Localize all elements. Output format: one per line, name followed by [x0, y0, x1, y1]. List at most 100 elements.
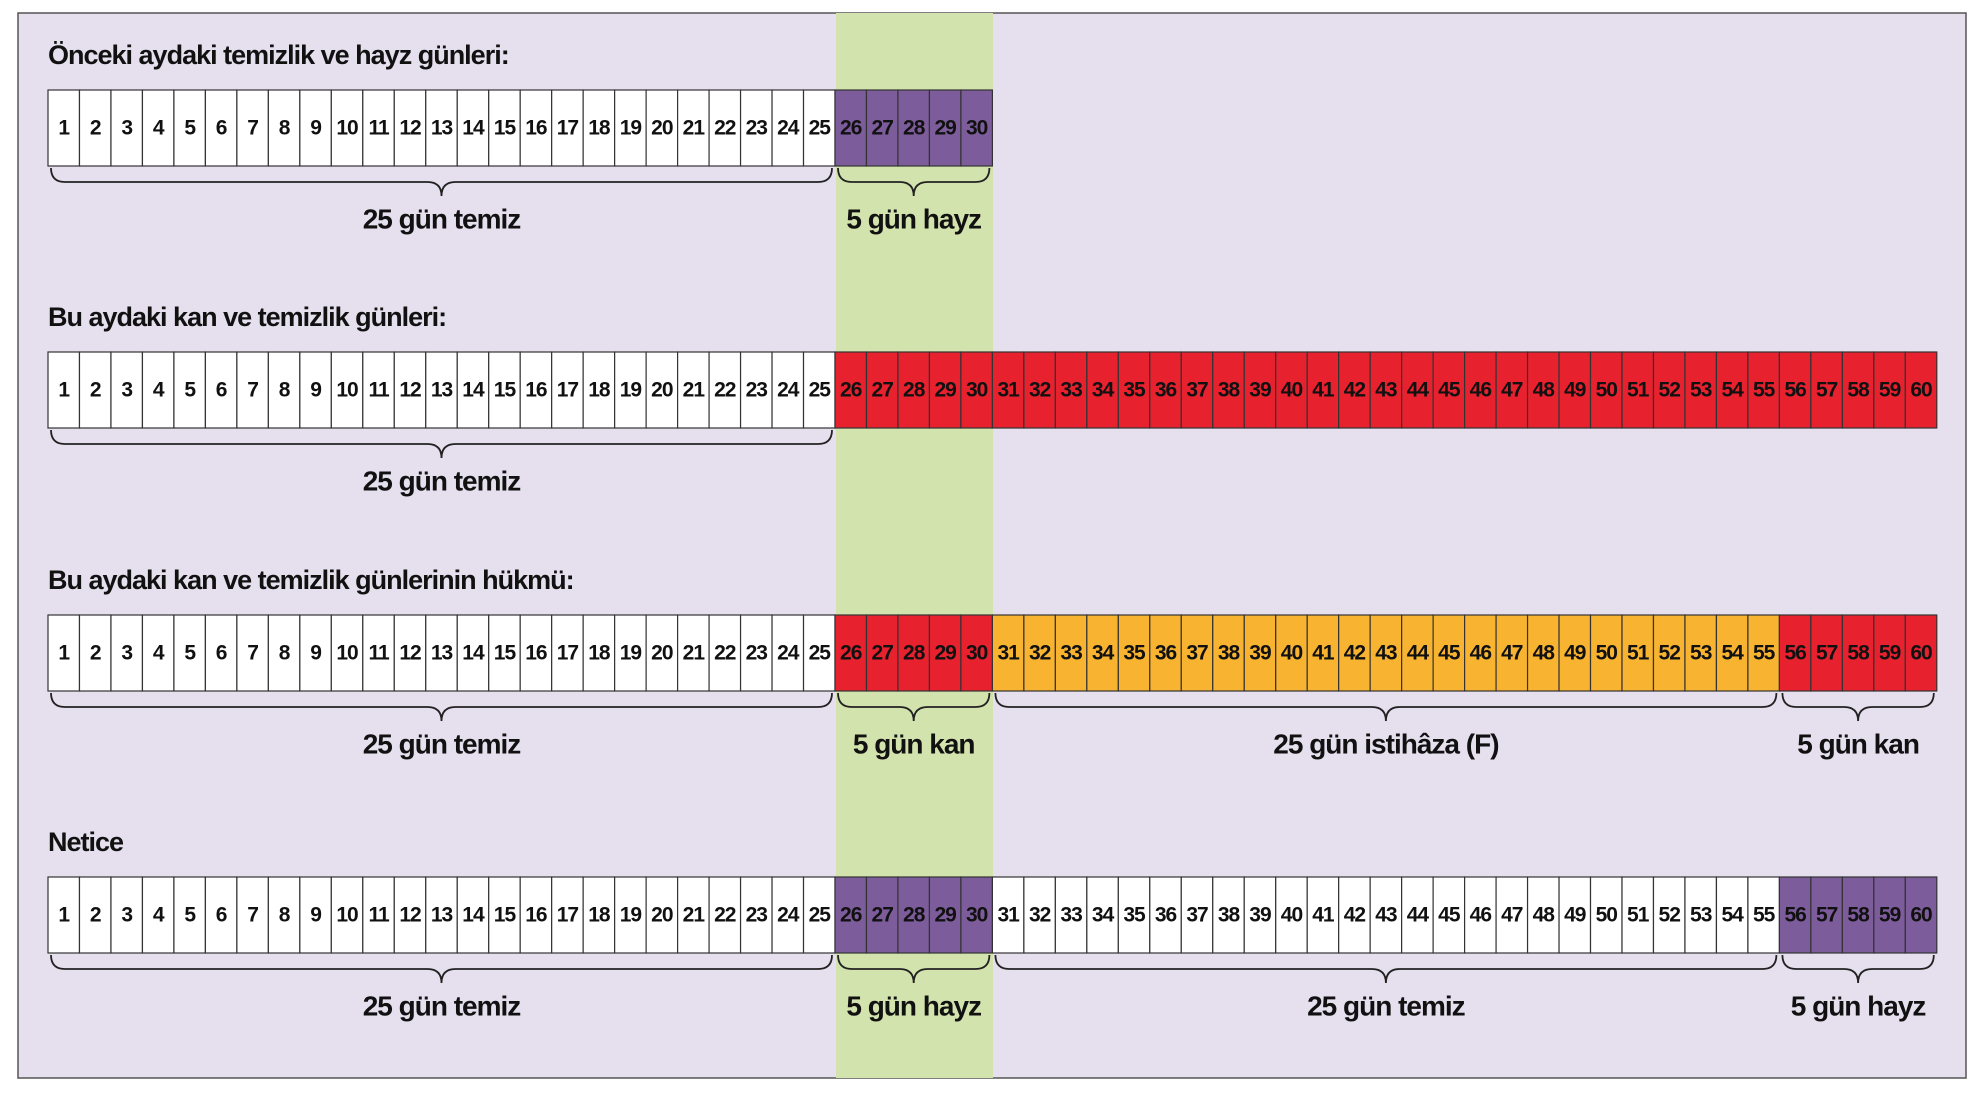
day-cell	[676, 614, 710, 692]
day-cell	[1338, 351, 1371, 429]
day-number: 23	[746, 642, 768, 665]
day-number: 45	[1438, 642, 1461, 665]
day-cell	[204, 614, 238, 692]
day-number: 30	[966, 117, 988, 140]
day-number: 36	[1155, 379, 1177, 402]
day-cell	[425, 89, 458, 167]
day-cell	[865, 89, 899, 167]
day-cell	[1306, 351, 1340, 429]
brace	[50, 429, 833, 459]
group-label: 5 gün kan	[1797, 728, 1919, 759]
day-cell	[834, 614, 868, 692]
day-number: 2	[90, 117, 101, 140]
day-number: 60	[1910, 379, 1932, 402]
day-number: 57	[1816, 904, 1838, 927]
day-number: 31	[997, 904, 1020, 927]
day-number: 42	[1344, 379, 1366, 402]
day-cell	[1023, 351, 1056, 429]
day-cell	[141, 351, 175, 429]
day-number: 59	[1879, 642, 1901, 665]
day-cell	[1306, 614, 1340, 692]
day-number: 10	[336, 117, 358, 140]
day-number: 25	[809, 904, 832, 927]
day-number: 24	[777, 117, 800, 140]
day-number: 21	[683, 904, 706, 927]
day-cell	[110, 876, 144, 954]
day-number: 5	[184, 904, 196, 927]
day-cell	[834, 876, 868, 954]
day-number: 5	[184, 379, 196, 402]
day-cell	[488, 89, 521, 167]
day-cell	[676, 89, 710, 167]
group-label: 5 gün hayz	[1791, 990, 1926, 1021]
day-cell	[551, 614, 584, 692]
day-number: 38	[1218, 904, 1241, 927]
day-cell	[739, 351, 773, 429]
day-cell	[614, 351, 647, 429]
group-label: 25 gün istihâza (F)	[1273, 728, 1498, 759]
day-number: 40	[1281, 904, 1303, 927]
day-cell	[456, 351, 490, 429]
day-cell	[267, 614, 301, 692]
brace	[1781, 954, 1935, 984]
day-number: 20	[651, 117, 673, 140]
day-number: 57	[1816, 642, 1838, 665]
day-number: 31	[997, 642, 1020, 665]
day-cell	[1023, 876, 1056, 954]
day-number: 19	[620, 379, 642, 402]
day-cell	[110, 614, 144, 692]
day-cell	[47, 351, 81, 429]
day-cell	[519, 351, 553, 429]
day-number: 34	[1092, 379, 1115, 402]
day-number: 26	[840, 904, 862, 927]
day-number: 2	[90, 379, 101, 402]
day-cell	[960, 89, 993, 167]
day-number: 17	[557, 904, 579, 927]
day-cell	[519, 89, 553, 167]
day-cell	[865, 876, 899, 954]
group-label: 25 gün temiz	[1307, 990, 1465, 1021]
day-cell	[78, 876, 112, 954]
day-cell	[141, 876, 175, 954]
day-cell	[897, 89, 931, 167]
day-number: 9	[310, 117, 321, 140]
brace	[837, 692, 991, 722]
day-number: 35	[1123, 379, 1146, 402]
day-number: 47	[1501, 904, 1523, 927]
day-number: 3	[121, 904, 132, 927]
brace	[50, 167, 833, 197]
day-number: 2	[90, 642, 101, 665]
day-number: 13	[431, 379, 453, 402]
day-number: 53	[1690, 904, 1712, 927]
day-number: 40	[1281, 379, 1303, 402]
day-number: 21	[683, 642, 706, 665]
day-number: 38	[1218, 642, 1241, 665]
day-cell	[991, 614, 1025, 692]
day-cell	[1117, 876, 1151, 954]
day-cell	[141, 89, 175, 167]
day-number: 27	[872, 904, 894, 927]
day-number: 12	[399, 904, 421, 927]
day-number: 39	[1249, 379, 1271, 402]
day-number: 18	[588, 642, 611, 665]
day-cell	[1180, 876, 1214, 954]
day-cell	[1086, 876, 1119, 954]
day-number: 5	[184, 642, 196, 665]
day-cell	[645, 351, 679, 429]
group-label: 25 gün temiz	[363, 728, 521, 759]
day-number: 51	[1627, 642, 1650, 665]
day-number: 30	[966, 642, 988, 665]
day-number: 36	[1155, 642, 1177, 665]
day-cell	[708, 351, 742, 429]
day-number: 40	[1281, 642, 1303, 665]
day-number: 1	[58, 904, 70, 927]
day-number: 59	[1879, 904, 1901, 927]
day-number: 27	[872, 379, 894, 402]
day-cell	[456, 89, 490, 167]
day-number: 48	[1533, 379, 1556, 402]
day-cell	[1589, 876, 1623, 954]
day-number: 26	[840, 117, 862, 140]
day-number: 39	[1249, 642, 1271, 665]
day-cell	[1369, 876, 1403, 954]
day-number: 26	[840, 642, 862, 665]
